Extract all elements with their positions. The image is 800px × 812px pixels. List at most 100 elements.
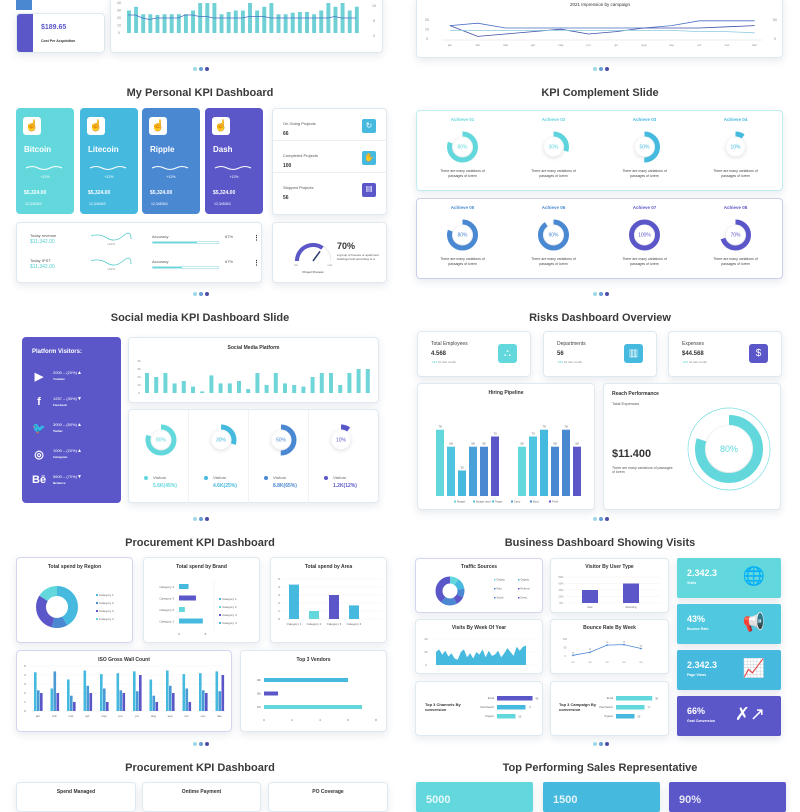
stat-block: Expenses $44.568 -234 for last month bbox=[682, 341, 707, 364]
bar bbox=[290, 12, 295, 33]
platform-row-youtube[interactable]: ▶ 2000 – (20%) Youtube ▲ bbox=[32, 370, 112, 386]
pagination-dot[interactable] bbox=[193, 292, 197, 296]
legend-label: Category 1 bbox=[222, 597, 237, 601]
tick-label: W4 bbox=[622, 662, 626, 664]
coin-card-dash[interactable]: ☝ Dash +12% $5,324.00 12,345343 bbox=[205, 108, 263, 214]
data-label: 73 bbox=[623, 642, 626, 644]
pagination-dot[interactable] bbox=[593, 742, 597, 746]
pagination-dot[interactable] bbox=[205, 292, 209, 296]
pagination-dot[interactable] bbox=[199, 517, 203, 521]
pagination-dot[interactable] bbox=[605, 742, 609, 746]
platform-row-twitter[interactable]: 🐦 3000 – (50%) Twitter ▲ bbox=[32, 422, 112, 438]
more-menu-icon[interactable]: ⋮ bbox=[253, 235, 260, 242]
bar bbox=[182, 674, 186, 711]
bar bbox=[573, 446, 581, 496]
tick-label: 5 bbox=[278, 577, 280, 581]
pagination-dot[interactable] bbox=[599, 742, 603, 746]
ring-arc bbox=[538, 131, 569, 163]
category-label: Paid Search bbox=[599, 706, 613, 709]
data-label: 78 bbox=[542, 425, 546, 429]
stat-block: Departments 56 -234 for last month bbox=[557, 341, 586, 364]
legend-label: Category 4 bbox=[222, 621, 237, 625]
bar bbox=[215, 671, 219, 711]
pagination-dot[interactable] bbox=[599, 292, 603, 296]
bar bbox=[255, 373, 260, 393]
ring-center bbox=[211, 430, 231, 450]
month-label: jul bbox=[134, 714, 138, 718]
bar bbox=[162, 14, 167, 33]
pagination-dot[interactable] bbox=[599, 517, 603, 521]
pagination-dot[interactable] bbox=[193, 517, 197, 521]
project-row: Completed Projects 100 ✋ bbox=[273, 141, 386, 173]
data-point bbox=[572, 654, 574, 657]
coin-value: $5,324.00 bbox=[150, 190, 173, 196]
reach-progress-ring: 80% bbox=[695, 415, 763, 483]
month-label: feb bbox=[52, 714, 57, 718]
trend-icon: ▼ bbox=[77, 396, 82, 402]
stat-value: 4.568 bbox=[431, 351, 447, 357]
coin-card-ripple[interactable]: ☝ Ripple +12% $5,324.00 12,345343 bbox=[142, 108, 200, 214]
pagination-dot[interactable] bbox=[199, 67, 203, 71]
pagination-dot[interactable] bbox=[193, 67, 197, 71]
ring-arc bbox=[325, 424, 357, 456]
hand-icon: ☝ bbox=[149, 117, 167, 135]
platform-row-behance[interactable]: Bē 5600 – (70%) Behance ▼ bbox=[32, 474, 112, 490]
platform-row-instagram[interactable]: ◎ 1000 – (20%) Instagram ▲ bbox=[32, 448, 112, 464]
pagination-dot[interactable] bbox=[593, 517, 597, 521]
accuracy-value: 67% bbox=[225, 259, 234, 264]
bar bbox=[169, 685, 172, 711]
tick-label: feb bbox=[476, 43, 481, 47]
pagination-dot[interactable] bbox=[599, 67, 603, 71]
pagination-dot[interactable] bbox=[605, 292, 609, 296]
data-label: 58 bbox=[449, 442, 453, 446]
stat-value: 56 bbox=[557, 351, 564, 357]
pagination-dot[interactable] bbox=[205, 517, 209, 521]
bar bbox=[349, 605, 359, 619]
slide-pagination bbox=[593, 517, 609, 521]
section-title: My Personal KPI Dashboard bbox=[126, 87, 274, 99]
coin-sub: 12,345343 bbox=[89, 202, 106, 206]
pagination-dot[interactable] bbox=[605, 67, 609, 71]
youtube-icon: ▶ bbox=[34, 371, 44, 383]
ring-arc bbox=[695, 415, 763, 483]
data-label: 50 bbox=[640, 646, 643, 648]
coin-card-litecoin[interactable]: ☝ Litecoin +12% $5,324.00 12,345343 bbox=[80, 108, 138, 214]
pagination-dot[interactable] bbox=[593, 67, 597, 71]
pagination-dot[interactable] bbox=[193, 742, 197, 746]
section-title: Procurement KPI Dashboard bbox=[125, 537, 275, 549]
pagination-dot[interactable] bbox=[593, 292, 597, 296]
pagination-dot[interactable] bbox=[199, 742, 203, 746]
data-label: 77 bbox=[647, 707, 650, 710]
bar bbox=[283, 383, 287, 393]
hand-icon: ☝ bbox=[87, 117, 105, 135]
chart-title: Social Media Platform bbox=[227, 345, 280, 351]
pagination-dot[interactable] bbox=[605, 517, 609, 521]
legend-swatch bbox=[219, 606, 221, 608]
bar bbox=[497, 705, 526, 710]
more-menu-icon[interactable]: ⋮ bbox=[253, 260, 260, 267]
ring-center bbox=[635, 137, 654, 157]
pagination-dot[interactable] bbox=[205, 742, 209, 746]
category-label: New bbox=[587, 606, 592, 609]
hand-icon: ☝ bbox=[212, 117, 230, 135]
sparkline bbox=[214, 166, 252, 170]
ring-percent: 50% bbox=[639, 145, 650, 151]
metric-change: +12% bbox=[107, 267, 115, 271]
pagination-dot[interactable] bbox=[199, 292, 203, 296]
sparkline-path bbox=[90, 257, 132, 266]
twitter-icon: 🐦 bbox=[32, 423, 46, 435]
tick-label: 0 bbox=[278, 617, 280, 621]
visitor-value: 5.6K(45%) bbox=[153, 483, 177, 489]
pagination-dot[interactable] bbox=[205, 67, 209, 71]
bar bbox=[264, 705, 362, 709]
tick-label: 0 bbox=[138, 391, 140, 395]
metric-value: $11,342.00 bbox=[30, 264, 55, 270]
ring-center bbox=[726, 225, 745, 245]
spend-by-area-card: Total spend by Area 5 4 3 2 1 0 Category 1 Cate… bbox=[270, 557, 387, 643]
legend-swatch bbox=[454, 500, 456, 503]
platform-row-facebook[interactable]: f 1257 – (30%) Facebook ▼ bbox=[32, 396, 112, 412]
section-title: Business Dashboard Showing Visits bbox=[504, 537, 696, 549]
coin-card-bitcoin[interactable]: ☝ Bitcoin +12% $5,324.00 12,345343 bbox=[16, 108, 74, 214]
visitor-ring-item: 10% Visitors 1.2K(12%) bbox=[309, 410, 369, 504]
legend-swatch bbox=[473, 500, 475, 503]
